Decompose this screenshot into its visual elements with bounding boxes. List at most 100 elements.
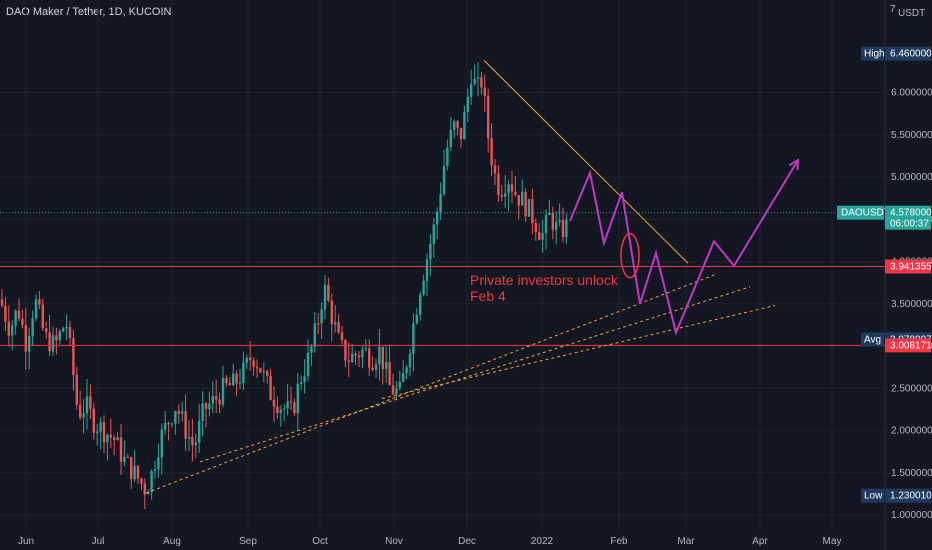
candle-body: [415, 314, 418, 324]
y-tick-label: 5.000000: [891, 172, 932, 183]
candle-body: [45, 328, 48, 333]
candle-body: [187, 436, 191, 439]
candle-body: [480, 77, 483, 88]
candles: [0, 62, 568, 510]
candle-body: [517, 195, 520, 206]
low-value: 1.230010: [890, 491, 932, 502]
candle-body: [402, 373, 405, 382]
projection-arrowhead: [788, 158, 800, 171]
candle-body: [446, 147, 449, 167]
candle-body: [398, 381, 401, 388]
candle-body: [119, 437, 123, 462]
candle-body: [31, 318, 34, 336]
price-axis: 1.0000001.5000002.0000002.5000003.000000…: [837, 0, 932, 550]
grid: [0, 0, 885, 532]
last-price-tag: [885, 205, 931, 230]
candle-body: [381, 346, 384, 369]
candle-body: [368, 348, 371, 368]
candle-body: [463, 111, 466, 140]
candle-body: [123, 456, 126, 462]
level-tag: [885, 259, 931, 274]
candle-body: [245, 357, 248, 363]
candle-body: [198, 420, 201, 443]
level-tag: [885, 338, 931, 353]
y-tick-label: 6.000000: [891, 88, 932, 99]
level-value: 3.941355: [890, 262, 932, 273]
candle-body: [296, 383, 299, 414]
candle-body: [218, 399, 221, 405]
candle-body: [194, 442, 197, 446]
unlock-ellipse: [620, 232, 640, 279]
candle-body: [565, 219, 568, 238]
candle-body: [75, 374, 78, 405]
x-tick-label: Nov: [385, 536, 403, 547]
x-tick-label: Sep: [239, 536, 257, 547]
candle-body: [303, 376, 306, 383]
high-label-box: [861, 46, 884, 61]
support-trend-line: [381, 305, 776, 399]
candle-body: [422, 280, 425, 295]
candle-body: [160, 429, 163, 458]
candle-body: [473, 78, 476, 85]
candle-body: [55, 335, 58, 341]
candle-body: [490, 138, 493, 166]
candle-body: [548, 212, 551, 215]
candle-body: [106, 434, 109, 443]
candle-body: [361, 349, 364, 358]
candle-body: [11, 325, 14, 336]
candle-body: [116, 437, 119, 441]
x-tick-label: Oct: [312, 536, 328, 547]
candle-body: [266, 371, 269, 376]
last-price-countdown: 06:00:37: [890, 219, 929, 230]
candle-body: [313, 323, 316, 347]
candle-body: [24, 325, 27, 352]
candle-body: [561, 220, 565, 238]
high-value: 6.460000: [890, 49, 932, 60]
candle-body: [320, 309, 323, 324]
candle-body: [201, 403, 204, 421]
candle-body: [531, 199, 534, 224]
high-label: High: [864, 49, 885, 60]
candle-body: [65, 327, 68, 329]
candle-body: [527, 199, 531, 217]
candle-body: [507, 184, 510, 194]
candle-body: [504, 193, 507, 197]
candle-body: [48, 332, 51, 352]
candle-body: [558, 220, 561, 223]
candle-body: [130, 457, 133, 480]
x-tick-label: Apr: [752, 536, 768, 547]
candle-body: [170, 423, 174, 425]
candle-body: [388, 362, 391, 386]
candle-body: [371, 367, 374, 370]
candle-body: [242, 362, 245, 383]
candle-body: [476, 77, 480, 79]
candle-body: [514, 191, 517, 196]
candle-body: [541, 233, 544, 240]
candle-body: [337, 322, 340, 333]
candle-body: [92, 408, 95, 433]
candle-body: [500, 194, 503, 197]
last-price-value: 4.578000: [890, 208, 932, 219]
candle-body: [289, 401, 293, 403]
avg-label: Avg: [864, 334, 881, 345]
candle-body: [497, 173, 500, 195]
last-symbol-box: [837, 205, 884, 220]
candle-body: [153, 469, 157, 472]
annotation-lines: [0, 60, 885, 494]
candle-body: [408, 353, 412, 368]
candle-body: [51, 335, 55, 352]
candle-body: [85, 396, 89, 414]
candle-body: [521, 191, 524, 206]
candle-body: [439, 193, 442, 213]
candle-body: [510, 184, 514, 192]
annotation-line2: Feb 4: [470, 288, 506, 304]
candle-body: [344, 340, 347, 361]
candle-body: [167, 422, 170, 425]
candle-body: [429, 243, 432, 260]
candle-body: [470, 84, 473, 97]
x-tick-label: May: [823, 536, 842, 547]
candle-body: [538, 232, 541, 240]
y-top-tick: 7: [890, 4, 896, 15]
candle-body: [215, 396, 218, 400]
